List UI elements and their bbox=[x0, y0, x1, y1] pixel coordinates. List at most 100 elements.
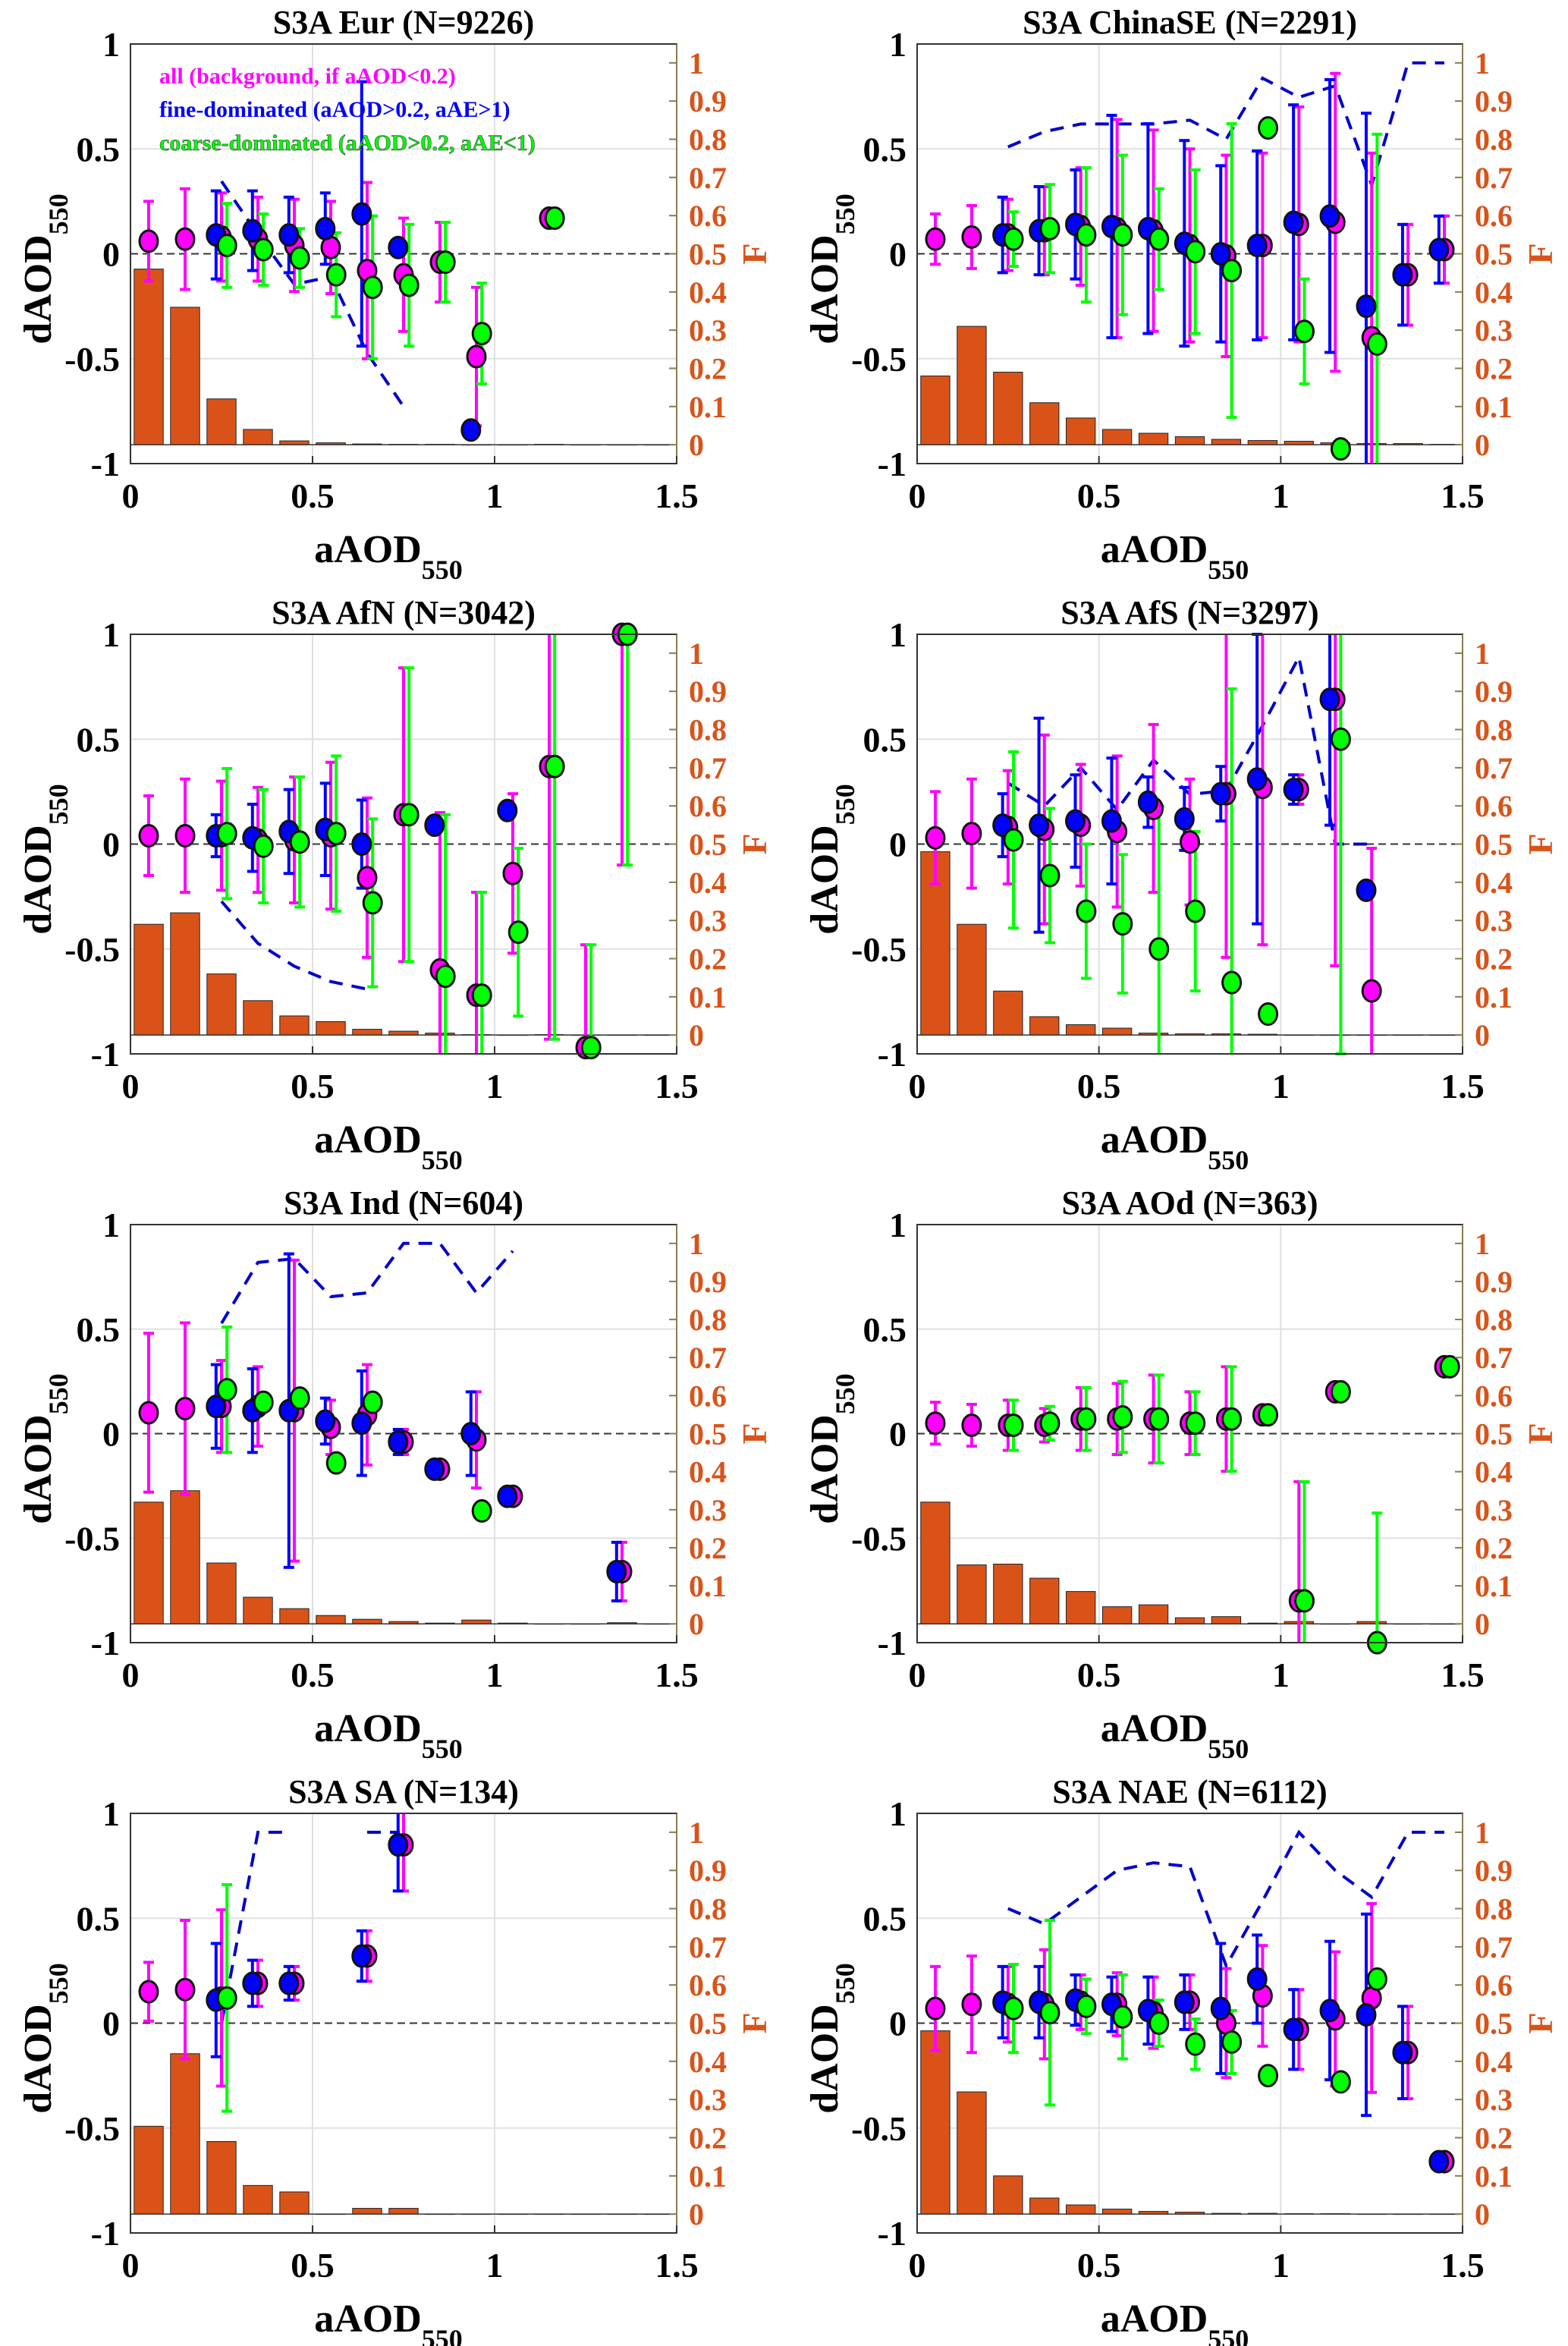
f-tick-label: 0.7 bbox=[1475, 161, 1513, 195]
data-point-fine bbox=[351, 202, 372, 226]
histogram-bar bbox=[1101, 1606, 1133, 1624]
x-tick-label: 0 bbox=[909, 1656, 926, 1694]
y-axis-label-subscript: 550 bbox=[43, 784, 74, 825]
histogram-bar bbox=[388, 2208, 419, 2215]
data-point-all bbox=[925, 826, 946, 850]
data-point-coarse bbox=[398, 273, 419, 297]
y-tick-label: -0.5 bbox=[851, 930, 907, 969]
data-point-all bbox=[1180, 830, 1200, 854]
histogram-bar bbox=[1029, 402, 1060, 445]
x-tick-label: 0 bbox=[122, 2246, 140, 2285]
f-tick-label: 0.4 bbox=[689, 1455, 727, 1489]
data-point-fine bbox=[315, 216, 336, 241]
data-point-fine bbox=[992, 813, 1013, 838]
data-point-fine bbox=[1283, 778, 1304, 802]
data-point-coarse bbox=[362, 275, 383, 300]
data-point-coarse bbox=[216, 1986, 237, 2010]
x-tick-label: 1 bbox=[1272, 1067, 1290, 1105]
histogram-bar bbox=[461, 1619, 492, 1624]
data-point-coarse bbox=[1112, 912, 1133, 936]
histogram-bar bbox=[1066, 417, 1096, 445]
panel-title: S3A Ind (N=604) bbox=[284, 1184, 523, 1222]
f-tick-label: 0.8 bbox=[1475, 713, 1513, 747]
f-tick-label: 1 bbox=[689, 46, 704, 80]
data-point-fine bbox=[1137, 790, 1158, 814]
data-point-fine bbox=[206, 1395, 227, 1419]
data-point-coarse bbox=[1185, 240, 1206, 264]
data-point-fine bbox=[1319, 1999, 1340, 2023]
f-tick-label: 0 bbox=[689, 1607, 704, 1641]
panel-title: S3A AfN (N=3042) bbox=[272, 594, 536, 631]
f-tick-label: 0.3 bbox=[1475, 313, 1513, 347]
data-point-all bbox=[961, 225, 982, 249]
histogram-bar bbox=[243, 1596, 273, 1624]
right-axis-label: F bbox=[735, 2012, 774, 2033]
histogram-bar bbox=[993, 372, 1023, 445]
x-tick-label: 0.5 bbox=[1077, 1067, 1121, 1105]
histogram-bar bbox=[957, 2091, 987, 2215]
f-tick-label: 0.5 bbox=[1475, 237, 1513, 272]
x-tick-label: 0 bbox=[122, 476, 140, 515]
x-axis-label: aAOD550 bbox=[1101, 528, 1249, 585]
data-point-coarse bbox=[1258, 2064, 1279, 2088]
y-tick-label: -1 bbox=[878, 1624, 907, 1662]
histogram-bar bbox=[1211, 439, 1242, 445]
f-tick-label: 0 bbox=[1475, 428, 1490, 462]
histogram-bar bbox=[352, 1029, 382, 1036]
data-point-coarse bbox=[289, 246, 310, 270]
f-tick-label: 0.7 bbox=[689, 161, 727, 195]
y-tick-label: -0.5 bbox=[64, 1519, 120, 1558]
y-tick-label: 0.5 bbox=[77, 1310, 121, 1349]
data-point-coarse bbox=[1039, 863, 1061, 888]
histogram-bar bbox=[243, 2184, 273, 2215]
x-tick-label: 1.5 bbox=[1441, 476, 1485, 515]
y-axis-label: dAOD550 bbox=[803, 784, 860, 934]
x-tick-label: 0.5 bbox=[1077, 476, 1121, 515]
histogram-bar bbox=[206, 1562, 237, 1624]
y-axis-label-subscript: 550 bbox=[830, 1373, 860, 1414]
data-point-coarse bbox=[1330, 437, 1351, 461]
f-tick-label: 0.4 bbox=[1475, 1455, 1513, 1489]
data-point-fine bbox=[1246, 233, 1268, 257]
y-tick-label: -1 bbox=[91, 1624, 120, 1662]
data-point-fine bbox=[1356, 878, 1377, 902]
data-point-coarse bbox=[1330, 727, 1351, 751]
data-point-fine bbox=[388, 1832, 409, 1857]
histogram-bar bbox=[316, 1615, 346, 1624]
x-axis-label-subscript: 550 bbox=[1208, 1145, 1249, 1175]
data-point-fine bbox=[1392, 263, 1413, 287]
x-axis-label-subscript: 550 bbox=[1208, 1734, 1249, 1764]
data-point-fine bbox=[1283, 210, 1304, 234]
y-axis-label-subscript: 550 bbox=[830, 1963, 860, 2004]
panel-title: S3A AfS (N=3297) bbox=[1061, 594, 1318, 631]
histogram-bar bbox=[1174, 436, 1205, 445]
data-point-fine bbox=[351, 1411, 372, 1436]
y-axis-label-subscript: 550 bbox=[43, 1373, 74, 1414]
histogram-bar bbox=[957, 325, 987, 445]
histogram-bar bbox=[316, 1021, 346, 1036]
data-point-all bbox=[1361, 979, 1382, 1003]
f-tick-label: 0.5 bbox=[1475, 2007, 1513, 2041]
data-point-coarse bbox=[253, 834, 274, 858]
y-tick-label: -1 bbox=[878, 2214, 907, 2253]
data-point-all bbox=[174, 1396, 196, 1420]
y-tick-label: 0 bbox=[102, 2005, 120, 2043]
x-tick-label: 0 bbox=[122, 1067, 140, 1105]
data-point-coarse bbox=[216, 1378, 237, 1402]
f-tick-label: 0.5 bbox=[689, 1417, 727, 1451]
f-tick-label: 0.2 bbox=[689, 2121, 727, 2155]
y-tick-label: 1 bbox=[102, 25, 120, 64]
data-point-fine bbox=[1246, 767, 1268, 791]
data-point-coarse bbox=[1149, 227, 1170, 251]
fine-fraction-line bbox=[220, 900, 368, 991]
x-tick-label: 0.5 bbox=[291, 1656, 335, 1694]
f-tick-label: 0.4 bbox=[1475, 2045, 1513, 2079]
data-point-fine bbox=[351, 1944, 372, 1968]
data-point-fine bbox=[278, 1971, 300, 1995]
data-point-fine bbox=[1174, 1990, 1195, 2014]
data-point-all bbox=[925, 1996, 946, 2021]
f-tick-label: 0 bbox=[689, 1018, 704, 1052]
y-tick-label: 0 bbox=[889, 1415, 907, 1454]
y-axis-label-subscript: 550 bbox=[43, 1963, 74, 2004]
f-tick-label: 0.1 bbox=[689, 980, 727, 1014]
